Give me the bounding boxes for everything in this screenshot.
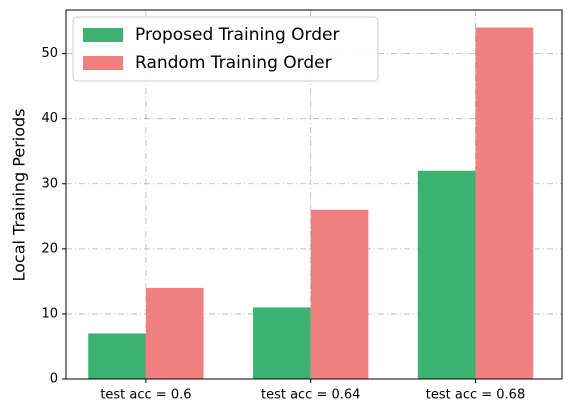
bar [310,209,369,379]
legend-swatch [83,28,123,42]
y-tick-label: 50 [41,46,58,61]
y-tick-label: 40 [41,111,58,126]
bar [253,307,311,379]
bar [88,333,146,379]
y-tick-label: 30 [41,176,58,191]
legend-label: Proposed Training Order [135,25,339,45]
x-tick-label: test acc = 0.6 [100,388,191,403]
legend-swatch [83,56,123,70]
plot-frame [65,9,563,380]
y-tick-label: 20 [41,241,58,256]
bar [145,287,204,379]
bar [475,27,534,379]
x-tick-label: test acc = 0.64 [261,388,360,403]
y-tick-label: 0 [50,372,58,387]
bar [417,170,476,379]
y-axis-label: Local Training Periods [10,109,29,282]
x-tick-label: test acc = 0.68 [426,388,525,403]
legend-label: Random Training Order [135,53,332,73]
legend-box [72,16,379,82]
y-tick-label: 10 [41,306,58,321]
